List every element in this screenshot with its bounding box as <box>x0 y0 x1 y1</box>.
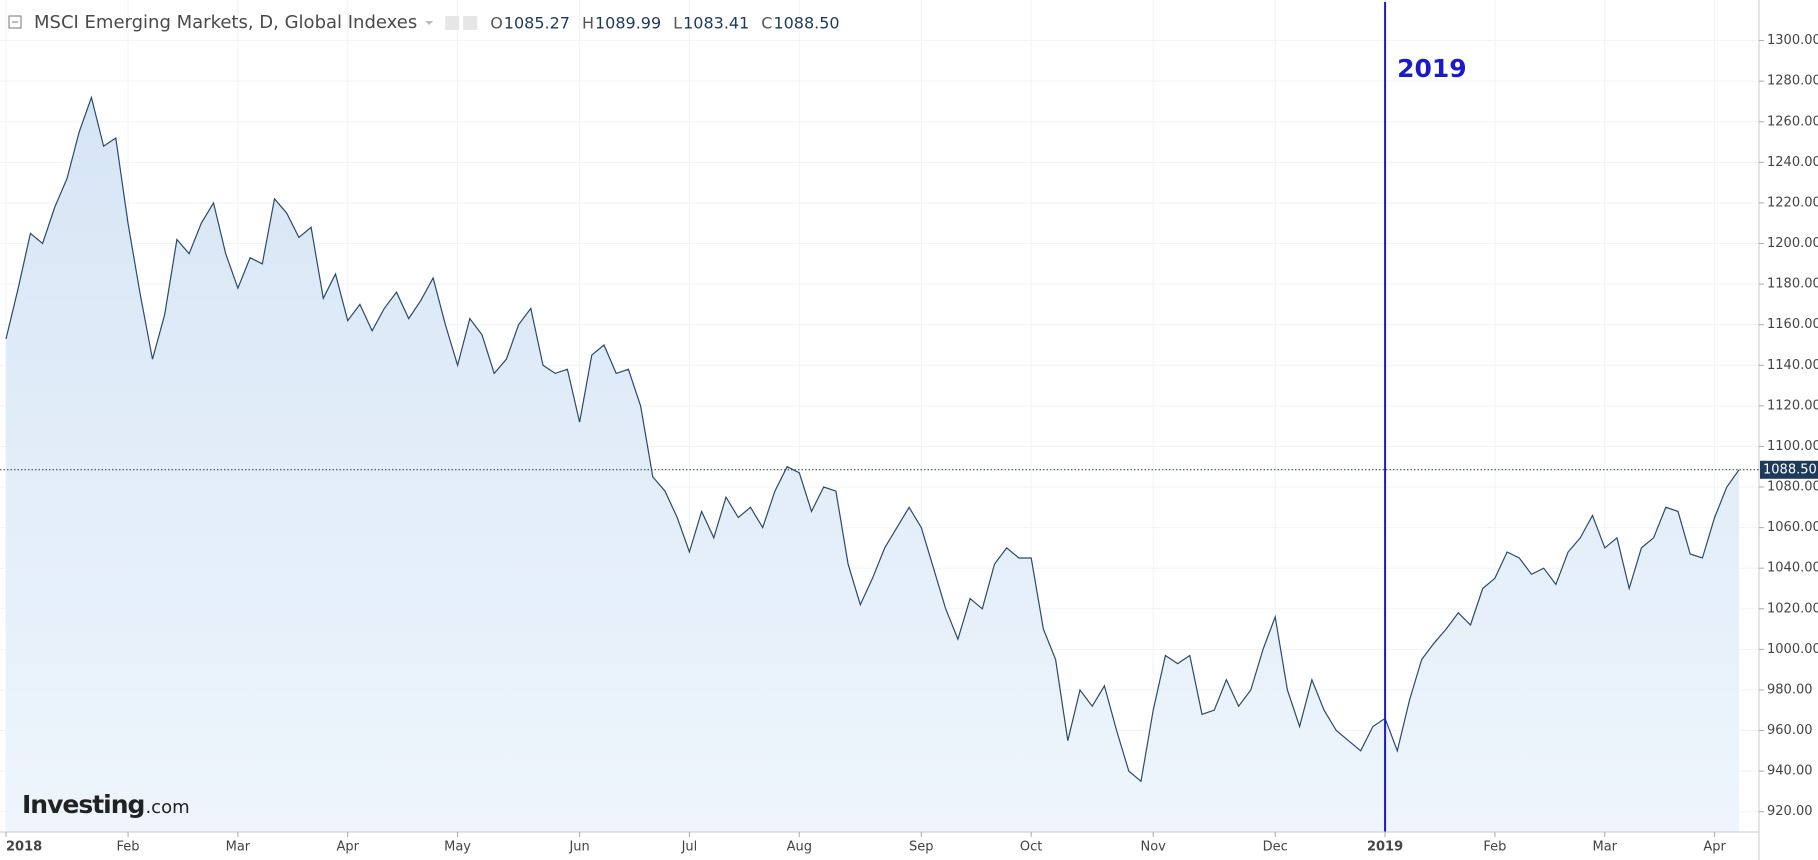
x-tick-label: Dec <box>1263 840 1288 855</box>
ohlc-value: 1088.50 <box>773 14 839 33</box>
x-tick-label: Apr <box>336 840 359 855</box>
collapse-toggle[interactable] <box>8 15 22 29</box>
x-tick-label: 2019 <box>1367 840 1403 855</box>
ohlc-key: O <box>490 14 503 33</box>
legend-header: MSCI Emerging Markets, D, Global Indexes… <box>34 12 840 33</box>
y-tick-label: 1220.00 <box>1767 195 1818 210</box>
ohlc-value: 1089.99 <box>595 14 661 33</box>
axes: 920.00 940.00 960.00 980.00 1000.00 1020.00 10… <box>5 33 1818 855</box>
plot: 2019 Investing .com <box>0 2 1759 832</box>
y-tick-label: 940.00 <box>1767 764 1813 779</box>
visibility-button[interactable] <box>445 16 460 30</box>
y-tick-label: 1100.00 <box>1767 439 1818 454</box>
settings-button[interactable] <box>463 16 478 30</box>
y-tick-label: 980.00 <box>1767 682 1813 697</box>
y-tick-label: 1060.00 <box>1767 520 1818 535</box>
watermark: Investing <box>22 790 144 819</box>
x-tick-label: Apr <box>1703 840 1726 855</box>
x-tick-label: 2018 <box>6 840 42 855</box>
x-tick-label: Feb <box>117 840 140 855</box>
x-tick-label: Feb <box>1483 840 1506 855</box>
last-price-badge <box>1760 460 1818 479</box>
chart-title: MSCI Emerging Markets, D, Global Indexes <box>34 12 417 33</box>
y-tick-label: 1140.00 <box>1767 358 1818 373</box>
price-line <box>5 95 1740 783</box>
ohlc-key: H <box>582 14 594 33</box>
y-tick-label: 1280.00 <box>1767 74 1818 89</box>
ohlc-key: C <box>761 14 772 33</box>
x-tick-label: Jun <box>568 840 589 855</box>
ohlc-key: L <box>673 14 682 33</box>
y-tick-label: 1180.00 <box>1767 277 1818 292</box>
dropdown-arrow[interactable] <box>425 21 434 25</box>
y-tick-label: 1000.00 <box>1767 642 1818 657</box>
x-tick-label: Oct <box>1020 840 1042 855</box>
y-tick-label: 1260.00 <box>1767 114 1818 129</box>
x-tick-label: Mar <box>226 840 251 855</box>
y-tick-label: 1040.00 <box>1767 561 1818 576</box>
x-tick-label: Mar <box>1592 840 1617 855</box>
y-tick-label: 1020.00 <box>1767 601 1818 616</box>
x-tick-label: May <box>444 840 471 855</box>
y-tick-label: 1200.00 <box>1767 236 1818 251</box>
ohlc-value: 1085.27 <box>504 14 570 33</box>
x-tick-label: Aug <box>787 840 812 855</box>
y-tick-label: 1160.00 <box>1767 317 1818 332</box>
x-tick-label: Jul <box>681 840 698 855</box>
area-fill <box>6 97 1739 832</box>
x-tick-label: Sep <box>909 840 934 855</box>
y-tick-label: 1080.00 <box>1767 480 1818 495</box>
x-tick-label: Nov <box>1141 840 1167 855</box>
y-tick-label: 1240.00 <box>1767 155 1818 170</box>
last-price-label: 1088.50 <box>1763 462 1817 477</box>
y-tick-label: 960.00 <box>1767 723 1813 738</box>
annotation-label: 2019 <box>1397 54 1467 83</box>
watermark-suffix: .com <box>145 797 189 818</box>
y-tick-label: 1300.00 <box>1767 33 1818 48</box>
ohlc-value: 1083.41 <box>683 14 749 33</box>
y-tick-label: 1120.00 <box>1767 398 1818 413</box>
y-tick-label: 920.00 <box>1767 804 1813 819</box>
